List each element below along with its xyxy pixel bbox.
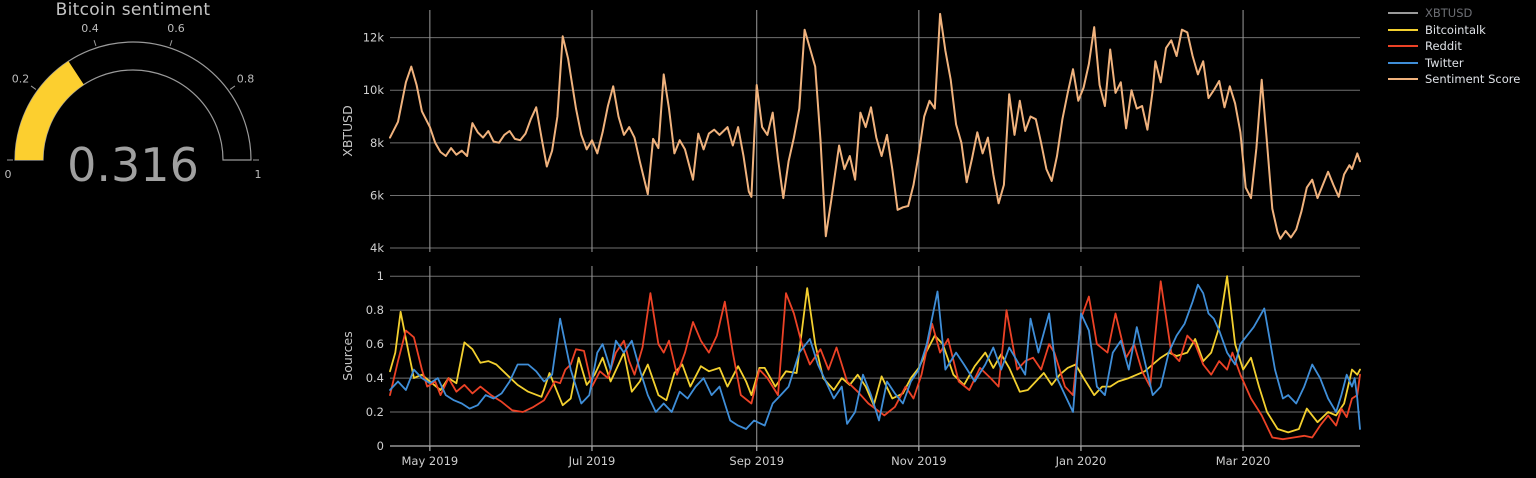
gauge-title: Bitcoin sentiment bbox=[55, 0, 211, 20]
gauge-arc: 0 0.2 0.4 0.6 0.8 1 bbox=[5, 22, 262, 181]
y-tick-label: 0 bbox=[377, 439, 384, 453]
x-tick-label: Nov 2019 bbox=[891, 454, 946, 468]
gauge-tick-label: 0.6 bbox=[167, 22, 185, 35]
y-tick-label: 8k bbox=[370, 136, 384, 150]
y-tick-label: 0.8 bbox=[366, 303, 384, 317]
gauge-tick-label: 1 bbox=[255, 168, 262, 181]
legend-item-bitcointalk[interactable]: Bitcointalk bbox=[1388, 22, 1520, 39]
series-line-reddit[interactable] bbox=[389, 280, 1361, 441]
gauge-tick-mark bbox=[93, 40, 97, 47]
y-tick-label: 6k bbox=[370, 188, 384, 202]
y-tick-label: 0.4 bbox=[366, 371, 384, 385]
gauge-tick-label: 0.8 bbox=[237, 72, 255, 85]
gauge-tick-label: 0.2 bbox=[12, 72, 30, 85]
series-line-twitter[interactable] bbox=[389, 283, 1361, 430]
gauge-tick-label: 0 bbox=[5, 168, 12, 181]
x-tick-label: Jul 2019 bbox=[568, 454, 616, 468]
legend-label: Reddit bbox=[1425, 39, 1462, 54]
y-tick-label: 0.6 bbox=[366, 337, 384, 351]
legend-label: Bitcointalk bbox=[1425, 22, 1486, 37]
legend-swatch-twitter bbox=[1388, 61, 1418, 64]
legend-item-xbtusd[interactable]: XBTUSD bbox=[1388, 5, 1520, 22]
legend-label: XBTUSD bbox=[1425, 6, 1473, 21]
y-axis-title-sources: Sources bbox=[340, 331, 355, 381]
legend: XBTUSD Bitcointalk Reddit Twitter Sentim… bbox=[1388, 5, 1520, 88]
legend-swatch-sentiment-score bbox=[1388, 78, 1418, 81]
gauge-value-bar bbox=[15, 61, 84, 161]
y-tick-label: 10k bbox=[363, 83, 385, 97]
x-tick-label: Jan 2020 bbox=[1055, 454, 1107, 468]
legend-item-sentiment-score[interactable]: Sentiment Score bbox=[1388, 71, 1520, 88]
legend-item-twitter[interactable]: Twitter bbox=[1388, 55, 1520, 72]
y-tick-label: 0.2 bbox=[366, 405, 384, 419]
x-tick-label: May 2019 bbox=[402, 454, 459, 468]
legend-label: Sentiment Score bbox=[1425, 72, 1521, 87]
legend-label: Twitter bbox=[1425, 55, 1464, 70]
gauge-tick-mark bbox=[169, 40, 173, 47]
y-tick-label: 1 bbox=[377, 269, 384, 283]
x-tick-label: Sep 2019 bbox=[729, 454, 784, 468]
legend-item-reddit[interactable]: Reddit bbox=[1388, 38, 1520, 55]
y-tick-label: 12k bbox=[363, 31, 385, 45]
legend-swatch-bitcointalk bbox=[1388, 28, 1418, 31]
gauge-value: 0.316 bbox=[67, 138, 199, 192]
legend-swatch-xbtusd bbox=[1388, 12, 1418, 15]
gauge-tick-mark bbox=[229, 85, 236, 90]
gauge-tick-label: 0.4 bbox=[81, 22, 99, 35]
y-tick-label: 4k bbox=[370, 241, 384, 255]
y-axis-title-xbtusd: XBTUSD bbox=[340, 105, 355, 157]
series-line-sentiment-score[interactable] bbox=[389, 12, 1361, 240]
legend-swatch-reddit bbox=[1388, 45, 1418, 48]
gauge-tick-mark bbox=[30, 85, 37, 90]
x-tick-label: Mar 2020 bbox=[1216, 454, 1271, 468]
gauge-axis-ticks: 0 0.2 0.4 0.6 0.8 1 bbox=[5, 22, 262, 181]
